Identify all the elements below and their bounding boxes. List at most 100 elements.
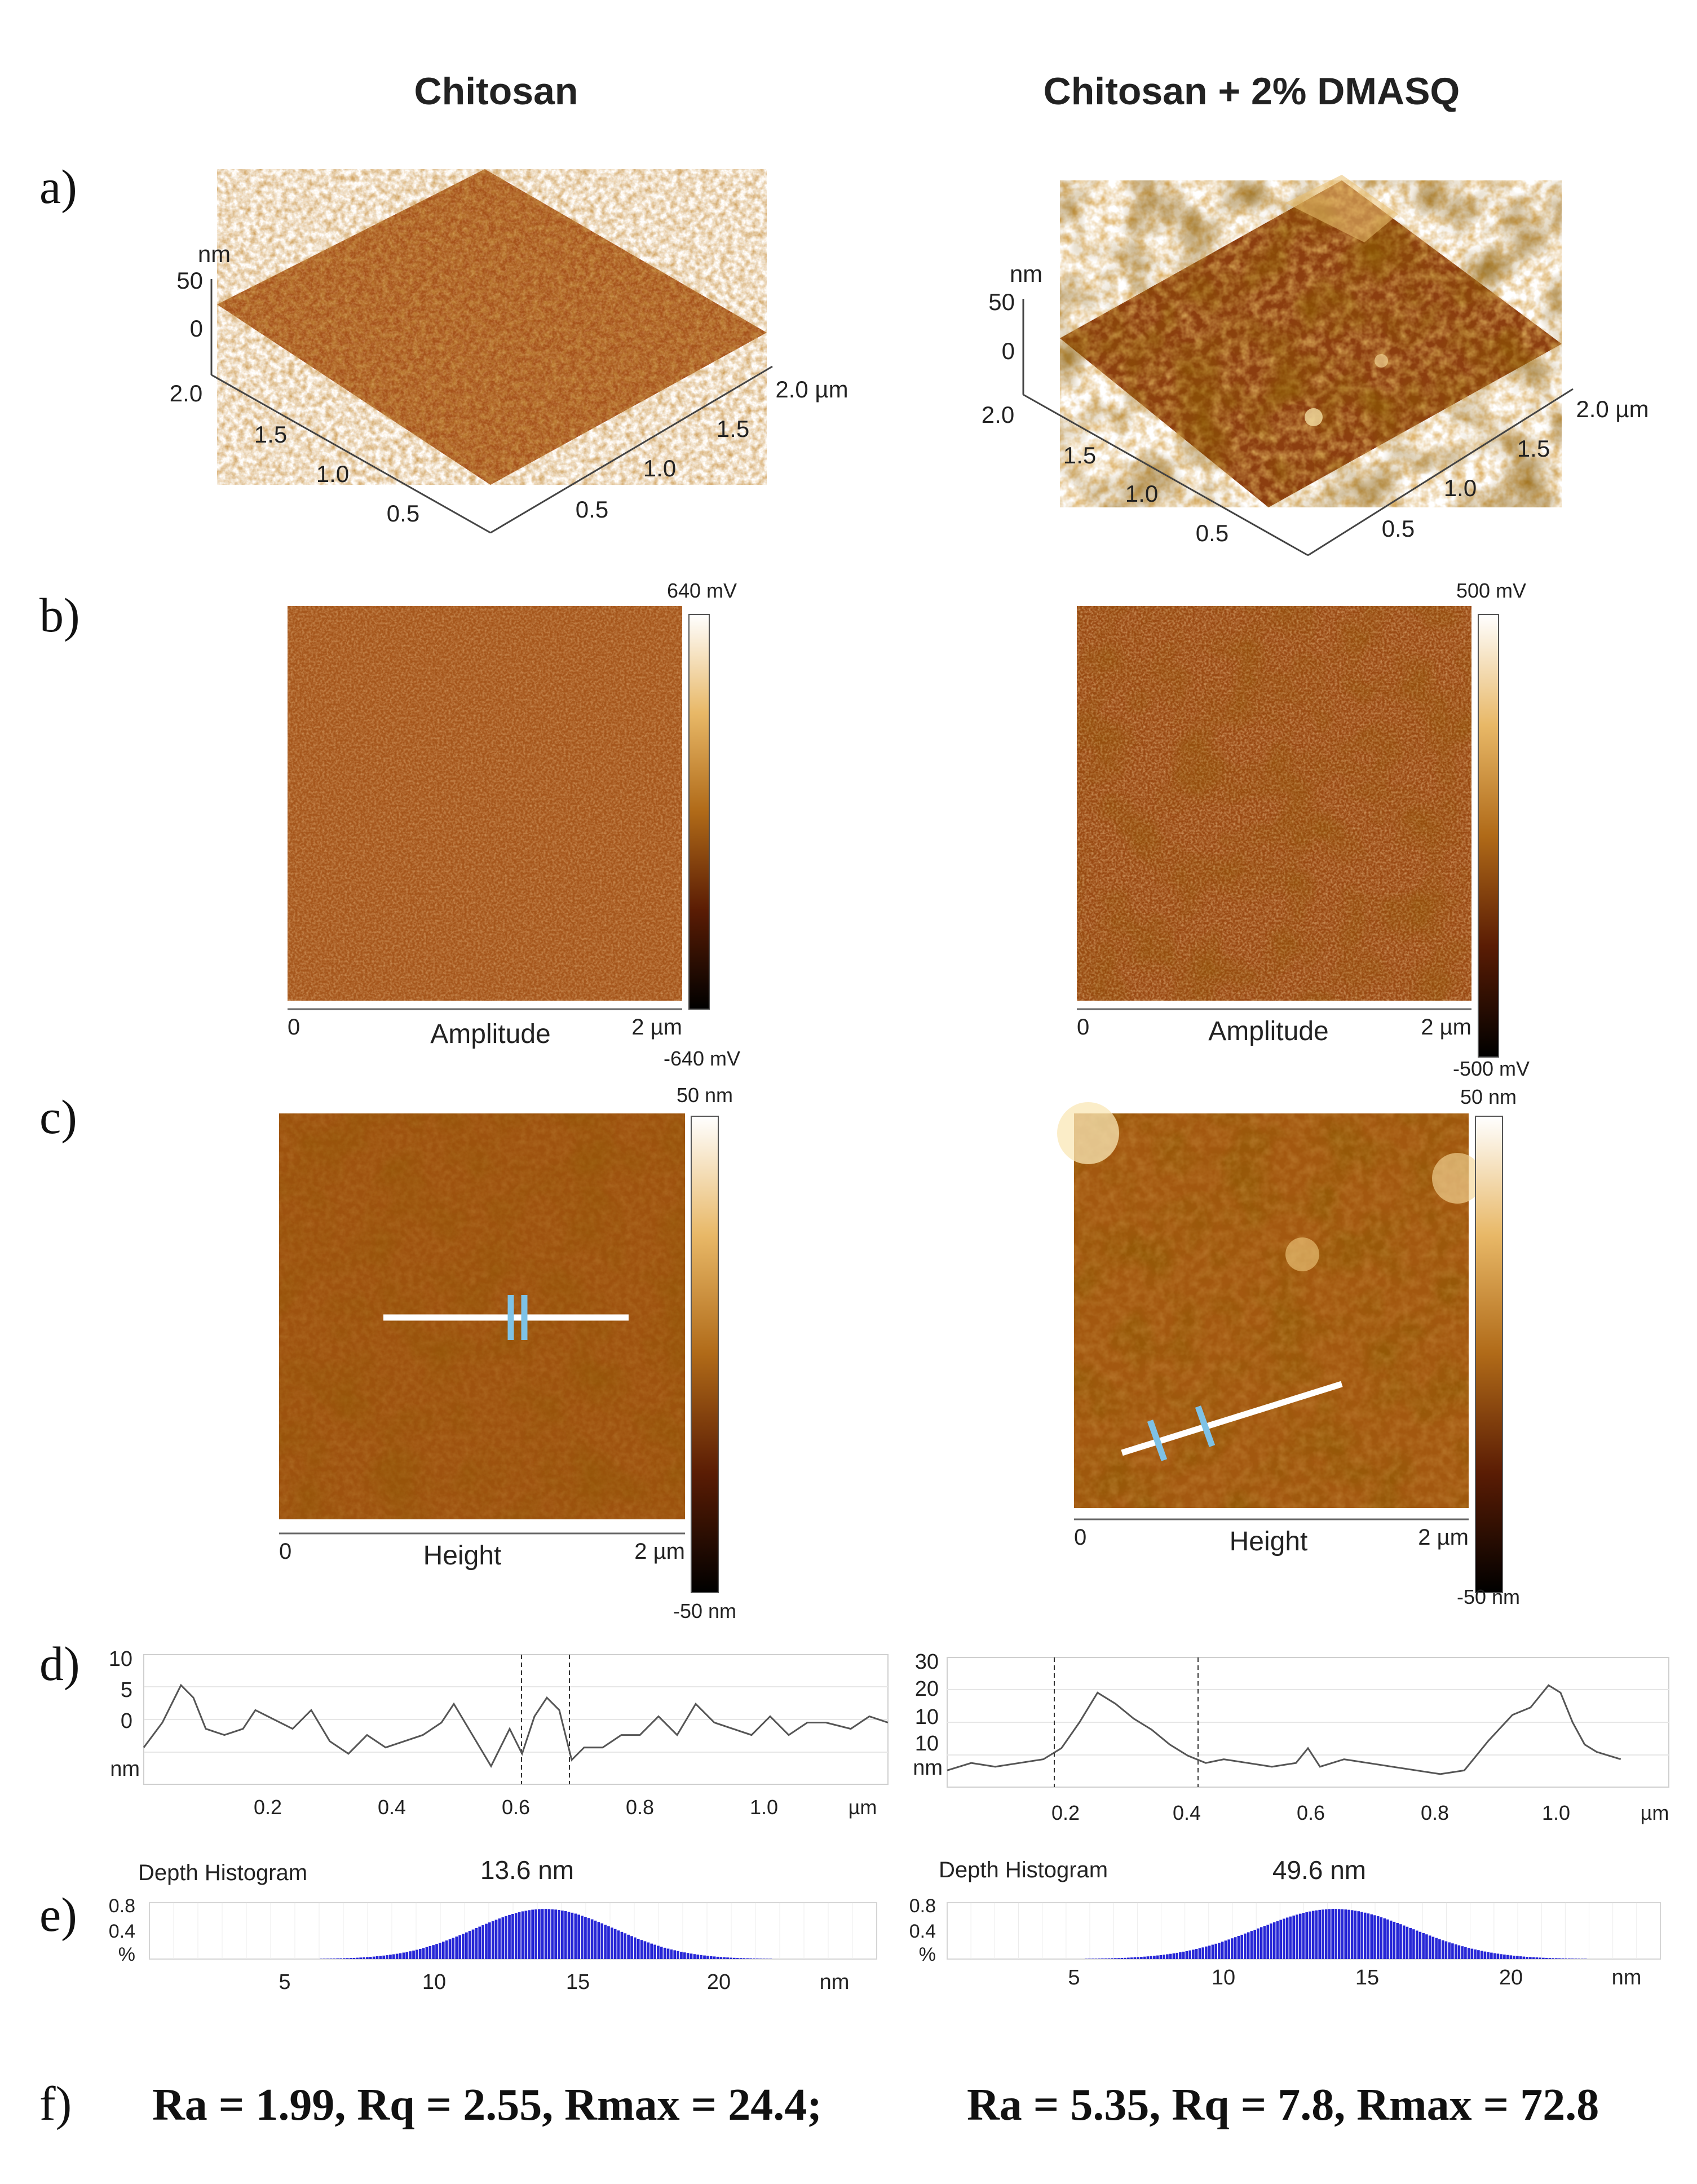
row-label-b: b) [39, 588, 80, 642]
histogram-right-bar [1214, 1943, 1217, 1959]
histogram-left-xtick-2: 15 [566, 1970, 590, 1994]
histogram-left-bar [366, 1957, 369, 1959]
histogram-right-bar [1545, 1957, 1548, 1959]
profile-left-xtick-2: 0.6 [502, 1796, 530, 1819]
histogram-right-bar [1448, 1942, 1451, 1959]
histogram-right-bar [1341, 1909, 1344, 1959]
histogram-right-xtick-3: 20 [1499, 1966, 1523, 1990]
surface-3d-left: nm 50 0 2.0 1.5 1.0 0.5 0.5 1.0 1.5 2.0 … [170, 169, 848, 534]
histogram-right-bar [1532, 1957, 1535, 1959]
histogram-right-bar [1451, 1943, 1454, 1959]
histogram-right-bar [1357, 1911, 1360, 1959]
histogram-right-bar [1435, 1938, 1438, 1959]
histogram-left-bar [739, 1958, 743, 1959]
histogram-right-bar [1231, 1938, 1234, 1959]
histogram-left-bar [594, 1920, 597, 1959]
histogram-right-bar [1221, 1942, 1224, 1959]
histogram-left-bar [544, 1909, 547, 1959]
surface-3d-right: nm 50 0 2.0 1.5 1.0 0.5 0.5 1.0 1.5 2.0 … [982, 175, 1649, 556]
histogram-left-bar [670, 1949, 673, 1959]
histogram-left-bar [634, 1937, 637, 1959]
histogram-left-bar [713, 1956, 716, 1959]
histogram-right-bar [1175, 1952, 1178, 1959]
histogram-right-bar [1522, 1956, 1526, 1959]
histogram-left-bar [333, 1958, 336, 1959]
histogram-right-bar [1376, 1916, 1380, 1959]
histogram-right-bar [1487, 1952, 1490, 1959]
histogram-left-bar [445, 1940, 448, 1959]
histogram-right-bar [1386, 1919, 1389, 1959]
histogram-left-bar [703, 1955, 706, 1959]
histogram-right-xunit: nm [1612, 1966, 1642, 1990]
histogram-left-bar [666, 1948, 670, 1959]
row-label-f: f) [39, 2076, 72, 2130]
y-tick-left-1: 1.5 [254, 421, 287, 448]
histogram-left-bar [709, 1956, 713, 1959]
histogram-right-bar [1192, 1949, 1195, 1959]
histogram-right-xtick-0: 5 [1068, 1966, 1080, 1990]
histogram-right-bar [1438, 1939, 1441, 1959]
histogram-left-bar [647, 1942, 650, 1959]
histogram-left-bar [485, 1924, 488, 1959]
histogram-left-bar [756, 1958, 759, 1959]
profile-right-xtick-0: 0.2 [1051, 1801, 1080, 1824]
histogram-right-ytick-2: % [919, 1944, 936, 1965]
histogram-right-bar [1431, 1937, 1435, 1959]
histogram-right-bar [1315, 1910, 1318, 1959]
histogram-right-bar [1334, 1909, 1337, 1959]
histogram-right-bar [1166, 1954, 1169, 1959]
amp-scale-max-right: 500 mV [1456, 579, 1526, 602]
histogram-left-bar [624, 1933, 627, 1959]
histogram-left-bar [630, 1936, 633, 1959]
histogram-left-bar [389, 1955, 392, 1959]
histogram-left-bar [577, 1915, 580, 1959]
histogram-left-bar [518, 1912, 521, 1959]
histogram-right-bar [1409, 1928, 1412, 1959]
histogram-left-bar [379, 1956, 382, 1959]
histogram-right-xtick-2: 15 [1355, 1966, 1379, 1990]
height-scale-min-right: -50 nm [1457, 1585, 1520, 1608]
profile-right-ytick-1: 20 [915, 1677, 939, 1701]
histogram-right-bar [1535, 1957, 1539, 1959]
histogram-right-bar [1292, 1915, 1295, 1959]
histogram-left-bar [409, 1951, 412, 1959]
histogram-right-bar [1260, 1927, 1263, 1959]
histogram-right-ytick-1: 0.4 [909, 1921, 936, 1942]
histogram-right-bar [1483, 1951, 1487, 1959]
profile-right-xtick-1: 0.4 [1173, 1801, 1201, 1824]
histogram-left-bar [607, 1926, 610, 1959]
histogram-left-bar [462, 1934, 465, 1959]
histogram-right-bar [1367, 1913, 1370, 1959]
amp-scale-min-left: -640 mV [664, 1047, 740, 1070]
histogram-left-bar [508, 1915, 511, 1959]
histogram-left-bar [597, 1922, 600, 1959]
histogram-right-bar [1581, 1958, 1584, 1959]
histogram-left-bar [395, 1953, 399, 1959]
histogram-right-bar [1322, 1909, 1324, 1959]
height-image-right: 50 nm -50 nm 0 Height 2 µm [1057, 1085, 1520, 1608]
histogram-right-bar [1263, 1926, 1266, 1959]
y-tick-right-3: 0.5 [1196, 520, 1228, 546]
height-scale-max-left: 50 nm [677, 1084, 733, 1107]
row-label-c: c) [39, 1090, 77, 1144]
histogram-right-bar [1195, 1949, 1198, 1959]
histogram-left-bar [488, 1922, 491, 1959]
histogram-left-bar [416, 1949, 418, 1959]
histogram-right-bar [1474, 1949, 1477, 1959]
histogram-left-ytick-2: % [118, 1944, 135, 1965]
histogram-left-bar [538, 1909, 541, 1959]
profile-left-ytick-2: 0 [121, 1709, 132, 1733]
histogram-left-bar [432, 1945, 435, 1959]
histogram-left-bar [584, 1917, 587, 1959]
amp-label-right: Amplitude [1208, 1016, 1328, 1046]
histogram-left-bar [392, 1954, 395, 1959]
column-title-left: Chitosan [414, 70, 578, 113]
histogram-left-bar [590, 1919, 594, 1959]
height-scale-max-right: 50 nm [1460, 1085, 1517, 1108]
x-tick-right-1: 1.0 [1444, 475, 1477, 501]
histogram-left-bar [680, 1952, 683, 1959]
histogram-left-bar [343, 1958, 346, 1959]
histogram-right-bar [1324, 1909, 1328, 1959]
histogram-right-bar [1311, 1911, 1315, 1959]
histogram-left-bar [405, 1952, 409, 1959]
